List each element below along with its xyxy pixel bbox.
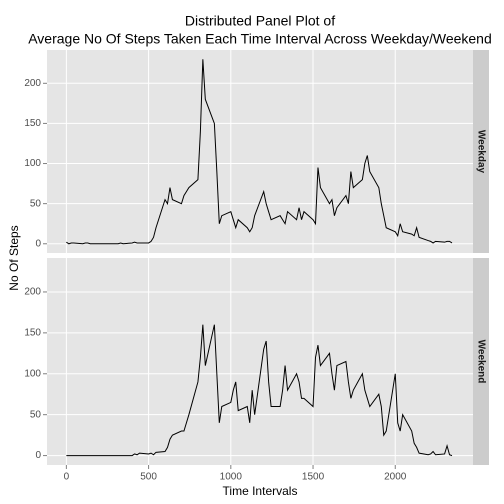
x-tick-label: 500 (140, 472, 157, 483)
y-tick-label: 100 (24, 158, 41, 169)
x-tick-label: 2000 (384, 472, 407, 483)
y-tick-label: 50 (30, 409, 42, 420)
strip-background (473, 258, 489, 465)
y-tick-label: 200 (24, 78, 41, 89)
data-line (66, 324, 453, 457)
x-axis-label: Time Intervals (223, 484, 298, 498)
strip-background (473, 50, 489, 253)
y-tick-label: 50 (30, 198, 42, 209)
chart-title: Average No Of Steps Taken Each Time Inte… (28, 31, 492, 47)
x-tick-label: 1500 (302, 472, 325, 483)
y-tick-label: 200 (24, 287, 41, 298)
x-tick-label: 1000 (220, 472, 243, 483)
x-tick-label: 0 (64, 472, 70, 483)
y-tick-label: 100 (24, 368, 41, 379)
chart-title: Distributed Panel Plot of (185, 13, 335, 29)
panel-background (47, 50, 473, 253)
y-tick-label: 150 (24, 118, 41, 129)
y-tick-label: 0 (35, 238, 41, 249)
strip-label: Weekday (475, 130, 486, 174)
data-line (66, 59, 453, 245)
panel-background (47, 258, 473, 465)
y-tick-label: 150 (24, 328, 41, 339)
y-tick-label: 0 (35, 450, 41, 461)
strip-label: Weekend (475, 340, 486, 384)
y-axis-label: No Of Steps (7, 225, 21, 290)
